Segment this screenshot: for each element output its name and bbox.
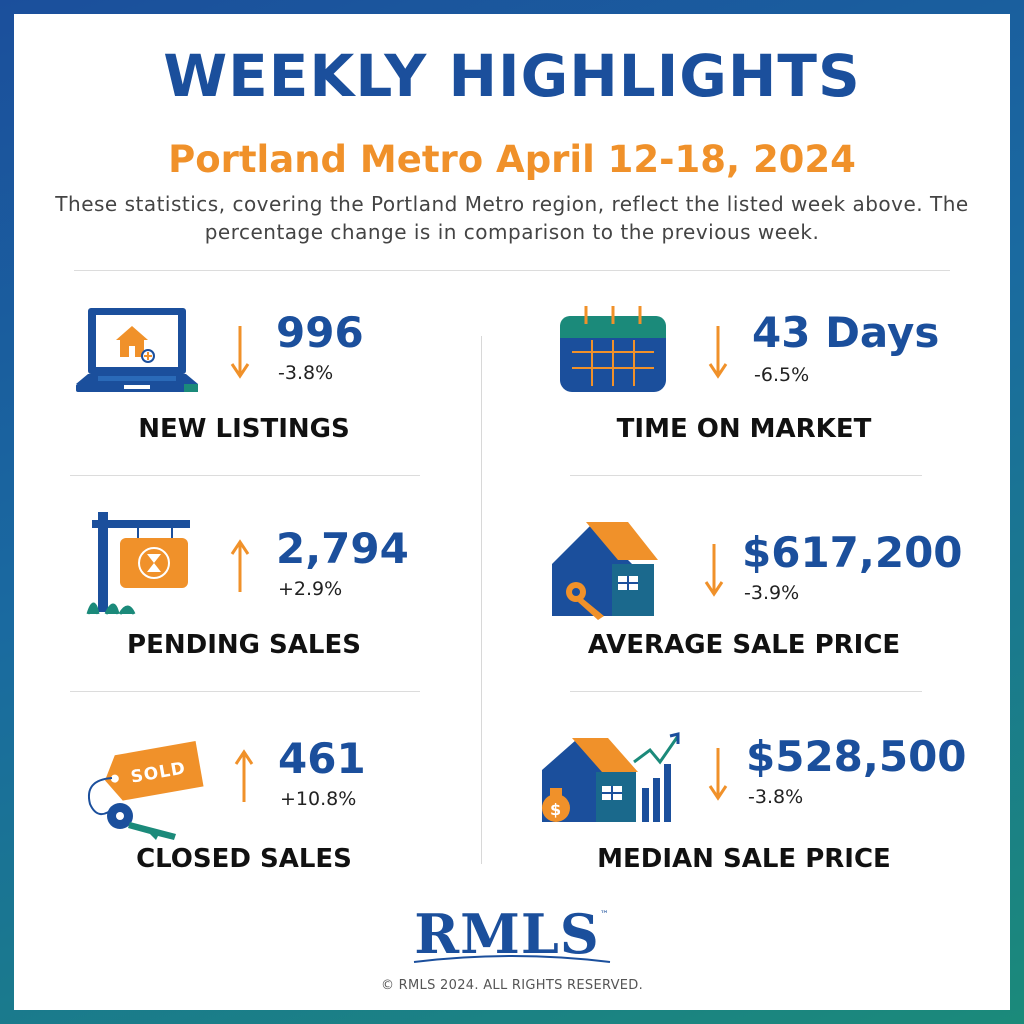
average-sale-price-label: AVERAGE SALE PRICE	[587, 630, 901, 660]
time-on-market-change: -6.5%	[754, 364, 810, 386]
arrow-down-icon	[708, 748, 728, 801]
laptop-house-icon	[76, 308, 198, 392]
pending-sales-value: 2,794	[276, 524, 409, 573]
hourglass-sign-icon	[86, 512, 190, 615]
closed-sales-value: 461	[278, 734, 366, 783]
calendar-icon	[560, 306, 666, 392]
divider	[70, 475, 420, 476]
logo-swoosh	[413, 955, 611, 963]
page-title: WEEKLY HIGHLIGHTS	[163, 42, 861, 110]
column-divider	[481, 336, 482, 864]
divider	[570, 691, 922, 692]
median-sale-price-change: -3.8%	[748, 786, 804, 808]
divider	[74, 270, 950, 271]
house-chart-money-icon: $	[542, 732, 680, 822]
median-sale-price-value: $528,500	[746, 732, 967, 781]
average-sale-price-value: $617,200	[742, 528, 963, 577]
new-listings-value: 996	[276, 308, 364, 357]
sold-tag-keys-icon: SOLD	[88, 741, 204, 840]
pending-sales-change: +2.9%	[278, 578, 343, 600]
closed-sales-change: +10.8%	[280, 788, 357, 810]
median-sale-price-label: MEDIAN SALE PRICE	[597, 844, 891, 874]
arrow-down-icon	[704, 544, 724, 597]
intro-text: These statistics, covering the Portland …	[55, 192, 969, 244]
pending-sales-label: PENDING SALES	[127, 630, 361, 660]
arrow-up-icon	[234, 749, 254, 802]
house-key-icon	[552, 522, 658, 620]
time-on-market-label: TIME ON MARKET	[616, 414, 872, 444]
divider	[70, 691, 420, 692]
arrow-down-icon	[708, 326, 728, 379]
arrow-up-icon	[230, 539, 250, 592]
new-listings-change: -3.8%	[278, 362, 334, 384]
closed-sales-label: CLOSED SALES	[136, 844, 352, 874]
infographic-card: WEEKLY HIGHLIGHTS Portland Metro April 1…	[14, 14, 1010, 1010]
svg-text:$: $	[550, 800, 561, 819]
copyright-text: © RMLS 2024. ALL RIGHTS RESERVED.	[380, 978, 644, 993]
time-on-market-value: 43 Days	[752, 308, 940, 357]
arrow-down-icon	[230, 326, 250, 379]
new-listings-label: NEW LISTINGS	[138, 414, 350, 444]
average-sale-price-change: -3.9%	[744, 582, 800, 604]
date-range-subtitle: Portland Metro April 12-18, 2024	[168, 138, 856, 181]
divider	[570, 475, 922, 476]
